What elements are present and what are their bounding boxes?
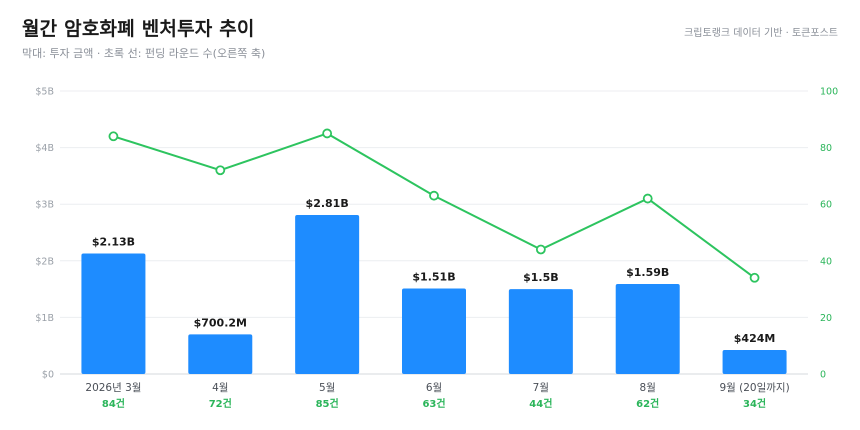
round-count-label: 44건 xyxy=(529,397,552,410)
x-tick-label: 9월 (20일까지) xyxy=(719,381,789,394)
funding-rounds-point xyxy=(108,131,119,142)
x-tick-label: 6월 xyxy=(426,382,442,394)
y-right-tick-label: 20 xyxy=(820,313,832,324)
round-count-label: 84건 xyxy=(102,397,125,410)
y-left-tick-label: $4B xyxy=(35,143,54,154)
round-count-label: 72건 xyxy=(209,397,232,410)
round-count-label: 63건 xyxy=(422,397,445,410)
y-left-tick-label: $5B xyxy=(35,87,54,98)
x-tick-label: 2026년 3월 xyxy=(85,382,141,394)
bar-value-label: $2.13B xyxy=(92,235,135,248)
funding-rounds-line xyxy=(113,132,756,279)
bar xyxy=(615,284,680,374)
round-count-label: 62건 xyxy=(636,397,659,410)
round-count-label: 34건 xyxy=(743,397,766,410)
x-tick-label: 8월 xyxy=(640,382,656,394)
bar xyxy=(402,288,466,374)
x-tick-label: 4월 xyxy=(212,382,228,394)
bar-value-label: $2.81B xyxy=(306,197,349,210)
x-tick-label: 5월 xyxy=(319,382,335,394)
funding-rounds-point xyxy=(429,190,439,201)
y-right-tick-label: 0 xyxy=(820,370,826,381)
y-left-tick-label: $0 xyxy=(42,370,54,381)
y-right-tick-label: 60 xyxy=(820,200,832,211)
y-left-tick-label: $2B xyxy=(35,256,54,267)
data-source: 크립토랭크 데이터 기반 · 토큰포스트 xyxy=(684,28,838,39)
funding-rounds-point xyxy=(322,128,333,139)
funding-rounds-point xyxy=(535,244,546,255)
funding-rounds-point xyxy=(749,272,760,283)
bar-value-label: $424M xyxy=(734,332,776,345)
round-count-label: 85건 xyxy=(316,397,339,410)
bar-value-label: $1.59B xyxy=(626,266,669,279)
y-right-tick-label: 80 xyxy=(820,143,832,154)
chart-title: 월간 암호화폐 벤처투자 추이 xyxy=(22,18,255,40)
y-left-tick-label: $1B xyxy=(35,313,54,324)
bar xyxy=(188,334,253,374)
bar xyxy=(81,253,146,374)
bar xyxy=(508,289,573,374)
y-left-tick-label: $3B xyxy=(35,200,54,211)
chart-subtitle: 막대: 투자 금액 · 초록 선: 펀딩 라운드 수(오른쪽 축) xyxy=(22,47,266,60)
bar xyxy=(295,214,360,374)
y-right-tick-label: 40 xyxy=(820,256,832,267)
bar-value-label: $700.2M xyxy=(194,316,247,329)
bar-value-label: $1.5B xyxy=(523,271,559,284)
x-tick-label: 7월 xyxy=(533,382,549,394)
bar xyxy=(722,350,787,374)
bar-value-label: $1.51B xyxy=(412,271,455,284)
y-right-tick-label: 100 xyxy=(820,87,838,98)
funding-rounds-point xyxy=(215,165,226,176)
funding-rounds-point xyxy=(642,193,653,204)
